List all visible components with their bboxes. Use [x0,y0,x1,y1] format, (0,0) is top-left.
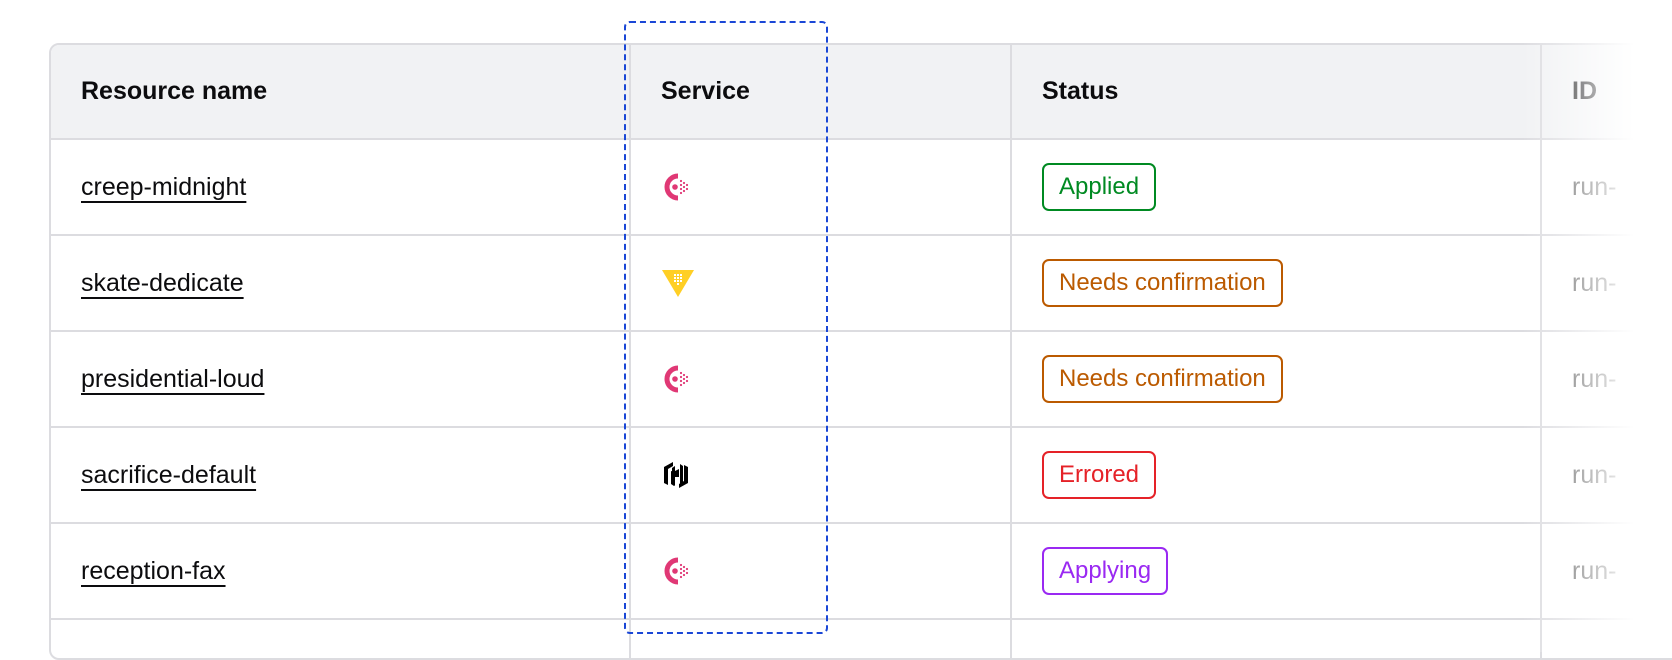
consul-icon [661,364,691,394]
status-badge: Errored [1042,451,1157,499]
column-header-resource-name[interactable]: Resource name [51,45,631,138]
resource-name-link[interactable]: skate-dedicate [81,268,244,297]
table-row: skate-dedicate Needs confirmation run- [51,234,1672,330]
table-row: reception-fax Applying run- [51,522,1672,618]
resource-name-link[interactable]: creep-midnight [81,172,247,201]
resource-name-link[interactable]: reception-fax [81,556,226,585]
vault-icon [661,268,695,298]
table-row: presidential-loud Needs confirmation run… [51,330,1672,426]
table-row-partial [51,618,1672,658]
status-badge: Needs confirmation [1042,259,1283,307]
consul-icon [661,172,691,202]
resource-name-link[interactable]: presidential-loud [81,364,265,393]
column-header-service[interactable]: Service [631,45,1012,138]
table-row: sacrifice-default Errored run- [51,426,1672,522]
scroll-fade [1522,0,1672,652]
resources-table: Resource name Service Status ID creep-mi… [49,43,1672,660]
table-header: Resource name Service Status ID [51,45,1672,138]
hashicorp-icon [661,460,691,490]
status-badge: Needs confirmation [1042,355,1283,403]
table-row: creep-midnight Applied run- [51,138,1672,234]
status-badge: Applying [1042,547,1169,595]
status-badge: Applied [1042,163,1157,211]
consul-icon [661,556,691,586]
column-header-status[interactable]: Status [1012,45,1542,138]
resource-name-link[interactable]: sacrifice-default [81,460,257,489]
